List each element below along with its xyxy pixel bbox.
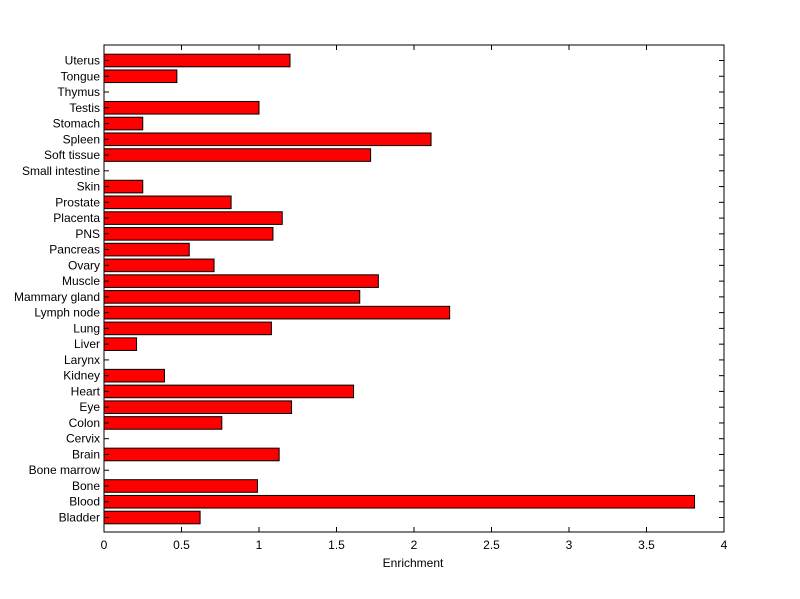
bar-tongue: [103, 69, 178, 84]
bar-testis: [103, 100, 260, 115]
bar-mammary-gland: [103, 290, 361, 304]
x-tick-label: 1.5: [328, 538, 345, 552]
bar-lymph-node: [103, 305, 451, 320]
bar-blood: [103, 494, 696, 509]
y-tick-label-lung: Lung: [73, 321, 100, 335]
y-tick-label-muscle: Muscle: [62, 274, 100, 288]
bar-pns: [103, 227, 274, 241]
x-tick-label: 0.5: [173, 538, 190, 552]
x-tick-label: 1: [256, 538, 263, 552]
y-tick-label-testis: Testis: [69, 101, 100, 115]
y-tick-label-spleen: Spleen: [63, 132, 100, 146]
bar-kidney: [103, 368, 165, 383]
y-tick-label-eye: Eye: [79, 400, 100, 414]
x-tick-label: 2: [411, 538, 418, 552]
y-tick-label-larynx: Larynx: [64, 353, 100, 367]
bar-uterus: [103, 53, 291, 68]
y-tick-label-brain: Brain: [72, 447, 100, 461]
bar-colon: [103, 416, 223, 430]
y-tick-label-cervix: Cervix: [66, 432, 100, 446]
y-tick-label-uterus: Uterus: [65, 54, 100, 68]
bar-bladder: [103, 510, 201, 525]
y-tick-label-placenta: Placenta: [53, 211, 100, 225]
y-tick-label-bone: Bone: [72, 479, 100, 493]
bar-muscle: [103, 274, 379, 288]
y-tick-label-soft-tissue: Soft tissue: [44, 148, 100, 162]
y-tick-label-small-intestine: Small intestine: [22, 164, 100, 178]
bar-placenta: [103, 211, 283, 225]
y-tick-label-mammary-gland: Mammary gland: [14, 290, 100, 304]
y-tick-label-prostate: Prostate: [55, 195, 100, 209]
plot-frame: [103, 44, 725, 533]
bar-prostate: [103, 195, 232, 210]
y-tick-label-bone-marrow: Bone marrow: [29, 463, 101, 477]
bar-skin: [103, 179, 144, 194]
y-tick-label-colon: Colon: [69, 416, 100, 430]
bar-spleen: [103, 132, 432, 147]
bar-stomach: [103, 116, 144, 131]
x-tick-label: 3.5: [638, 538, 655, 552]
y-tick-label-liver: Liver: [74, 337, 100, 351]
y-tick-label-skin: Skin: [77, 180, 100, 194]
y-tick-label-blood: Blood: [69, 495, 100, 509]
x-tick-label: 0: [101, 538, 108, 552]
x-axis-label: Enrichment: [383, 556, 444, 570]
y-tick-label-stomach: Stomach: [53, 117, 100, 131]
y-tick-label-kidney: Kidney: [63, 369, 100, 383]
x-tick-label: 4: [721, 538, 728, 552]
x-tick-label: 3: [566, 538, 573, 552]
y-tick-label-bladder: Bladder: [59, 511, 100, 525]
y-tick-label-thymus: Thymus: [57, 85, 100, 99]
y-tick-label-lymph-node: Lymph node: [34, 306, 100, 320]
x-ticks-group: 0 0.5 1 1.5 2 2.5 3 3.5 4: [101, 45, 728, 552]
bar-heart: [103, 384, 355, 399]
y-tick-label-pancreas: Pancreas: [49, 243, 100, 257]
bar-bone: [103, 479, 258, 493]
x-tick-label: 2.5: [483, 538, 500, 552]
bar-ovary: [103, 258, 215, 273]
bar-eye: [103, 400, 293, 414]
y-tick-label-ovary: Ovary: [68, 258, 100, 272]
bar-lung: [103, 321, 272, 336]
y-tick-label-pns: PNS: [75, 227, 100, 241]
y-tick-label-tongue: Tongue: [61, 69, 101, 83]
bar-soft-tissue: [103, 148, 372, 162]
bar-pancreas: [103, 242, 190, 257]
y-tick-label-heart: Heart: [71, 384, 101, 398]
bar-brain: [103, 447, 280, 462]
